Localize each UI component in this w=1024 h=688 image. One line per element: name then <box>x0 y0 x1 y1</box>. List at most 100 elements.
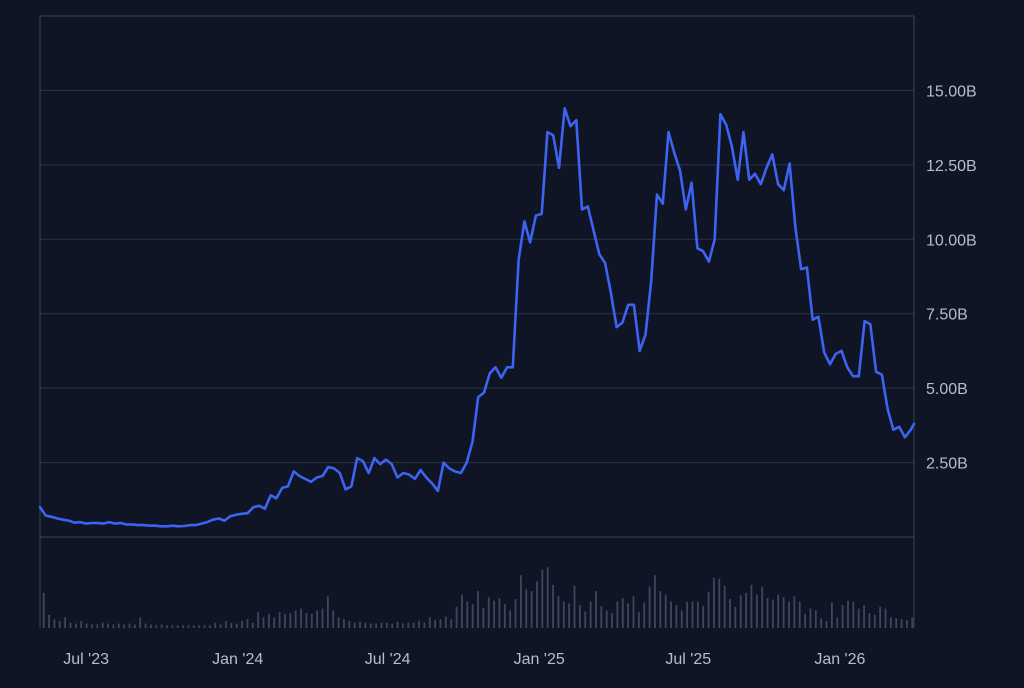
volume-bar <box>203 625 206 628</box>
x-tick-label: Jul '25 <box>665 651 711 668</box>
volume-bar <box>278 612 281 628</box>
volume-bar <box>680 610 683 628</box>
volume-bar <box>91 624 93 628</box>
volume-bar <box>64 617 67 628</box>
volume-bar <box>450 619 453 628</box>
volume-bar <box>498 598 501 628</box>
volume-bar <box>85 623 88 628</box>
volume-bar <box>192 625 195 628</box>
volume-bar <box>300 608 302 628</box>
volume-bar <box>541 569 544 628</box>
volume-bar <box>734 606 737 628</box>
volume-bar <box>788 601 790 628</box>
volume-bar <box>643 602 646 628</box>
volume-bar <box>171 625 174 628</box>
volume-bar <box>772 599 774 628</box>
volume-bar <box>471 604 474 628</box>
volume-bar <box>246 619 249 628</box>
x-tick-label: Jul '24 <box>365 651 411 668</box>
volume-bar <box>69 622 72 628</box>
volume-bar <box>691 601 694 628</box>
volume-bar <box>385 622 388 628</box>
gridlines <box>40 89 914 464</box>
volume-bar <box>112 624 115 628</box>
volume-bar <box>670 601 672 628</box>
volume-bar <box>455 606 458 628</box>
volume-bar <box>284 613 286 628</box>
volume-bar <box>380 622 383 628</box>
volume-bar <box>359 621 361 628</box>
volume-bar <box>337 617 340 628</box>
volume-bar <box>568 603 571 628</box>
volume-bar <box>600 606 603 628</box>
volume-bar <box>761 586 764 628</box>
volume-bar <box>412 622 415 628</box>
volume-bar <box>895 618 898 628</box>
series-line <box>38 107 916 528</box>
volume-bar <box>525 589 528 628</box>
x-tick-label: Jan '26 <box>814 651 865 668</box>
volume-bar <box>160 624 163 628</box>
volume-bar <box>321 608 324 628</box>
volume-bar <box>123 624 126 628</box>
volume-bar <box>546 567 549 628</box>
volume-bar <box>514 598 517 628</box>
volume-bar <box>353 622 356 628</box>
volume-bar <box>305 613 308 628</box>
volume-bar <box>782 597 785 628</box>
volume-bar <box>675 605 678 628</box>
volume-bar <box>621 598 624 628</box>
volume-bar <box>80 620 83 628</box>
volume-bar <box>664 594 667 628</box>
volume-bar <box>868 613 871 628</box>
volume-bar <box>654 575 656 628</box>
volume-bar <box>755 594 758 628</box>
y-tick-label: 15.00B <box>926 83 977 100</box>
volume-bar <box>798 601 801 628</box>
volume-bar <box>176 625 179 628</box>
volume-bar <box>873 614 876 628</box>
volume-bar <box>402 623 404 628</box>
series-line-group <box>38 107 916 528</box>
volume-bar <box>627 603 630 628</box>
volume-bar <box>889 617 892 628</box>
volume-bar <box>852 601 855 628</box>
volume-bar <box>294 610 297 628</box>
volume-bar <box>209 625 211 628</box>
volume-bar <box>900 619 903 628</box>
volume-bar <box>809 608 812 628</box>
volume-bar <box>830 602 833 628</box>
volume-bar <box>557 596 560 628</box>
volume-bar <box>230 622 233 628</box>
y-tick-label: 5.00B <box>926 381 968 398</box>
x-tick-label: Jan '24 <box>212 651 263 668</box>
volume-bar <box>793 596 796 628</box>
volume-bar <box>552 584 554 628</box>
volume-bar <box>595 591 597 628</box>
volume-bar <box>493 600 495 628</box>
volume-bar <box>48 614 50 628</box>
volume-bar <box>214 622 217 628</box>
volume-bar <box>150 624 152 628</box>
volume-bar <box>729 598 731 628</box>
volume-bar <box>841 605 844 628</box>
volume-bar <box>879 606 882 628</box>
volume-bar <box>444 616 447 628</box>
volume-bar <box>187 625 190 628</box>
volume-bar <box>316 610 319 628</box>
volume-bar <box>696 601 699 628</box>
volume-bar <box>750 584 753 628</box>
volume-bar <box>723 585 726 628</box>
volume-bar <box>611 613 613 628</box>
volume-bar <box>536 581 538 628</box>
volume-bar <box>648 586 651 628</box>
volume-bar <box>616 601 619 628</box>
volume-bar <box>348 620 351 628</box>
volume-bar <box>262 617 265 628</box>
y-axis-ticks: 2.50B 5.00B 7.50B 10.00B 12.50B 15.00B <box>926 83 977 472</box>
y-tick-label: 10.00B <box>926 232 977 249</box>
volume-bar <box>847 600 849 628</box>
volume-bar <box>578 605 581 628</box>
